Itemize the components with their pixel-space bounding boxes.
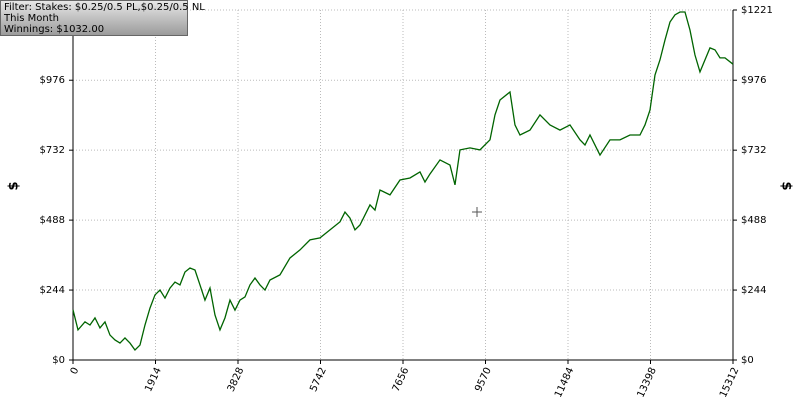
x-tick-label: 0 <box>69 366 82 376</box>
x-tick-label: 3828 <box>226 366 247 394</box>
y-tick-label: $732 <box>40 145 65 156</box>
info-filter: Filter: Stakes: $0.25/0.5 PL,$0.25/0.5 N… <box>4 2 205 13</box>
info-box-bg <box>0 0 188 36</box>
y-tick-label: $244 <box>40 285 65 296</box>
y-tick-label: $0 <box>52 355 65 366</box>
x-tick-label: 13398 <box>636 366 659 399</box>
winnings-line <box>72 11 734 351</box>
y2-tick-label: $732 <box>741 145 766 156</box>
y-axis-label: $ <box>7 181 22 190</box>
x-tick-label: 1914 <box>143 366 164 394</box>
y2-tick-label: $244 <box>741 285 766 296</box>
info-winnings: Winnings: $1032.00 <box>4 24 104 35</box>
x-tick-label: 7656 <box>391 366 412 394</box>
y2-axis-label: $ <box>779 181 794 190</box>
x-tick-label: 5742 <box>308 366 329 394</box>
info-period: This Month <box>3 13 59 24</box>
y2-tick-label: $976 <box>741 75 766 86</box>
y2-tick-label: $0 <box>741 355 754 366</box>
y2-tick-label: $1221 <box>741 5 773 16</box>
info-box: Filter: Stakes: $0.25/0.5 PL,$0.25/0.5 N… <box>0 0 205 36</box>
y-tick-label: $976 <box>40 75 65 86</box>
x-tick-label: 11484 <box>553 366 576 399</box>
x-tick-label: 9570 <box>473 366 494 394</box>
y-tick-label: $488 <box>40 215 65 226</box>
y2-tick-label: $488 <box>741 215 766 226</box>
x-tick-label: 15312 <box>718 366 741 399</box>
